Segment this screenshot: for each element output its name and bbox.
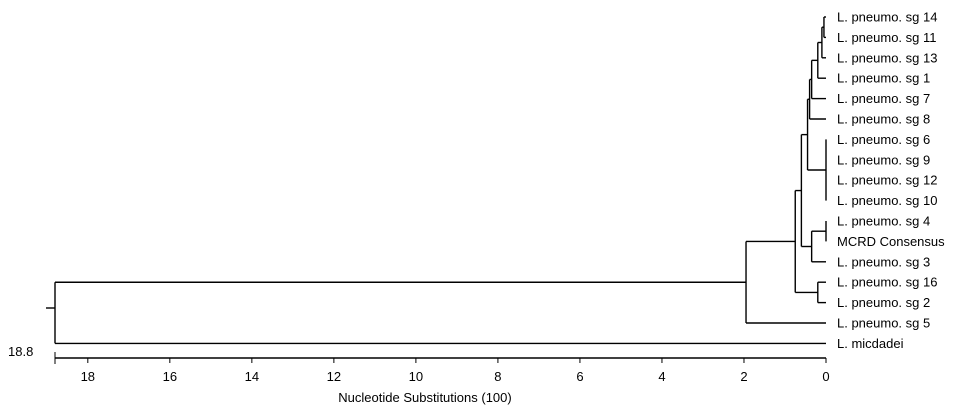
x-axis-tick-label: 2 (740, 369, 747, 384)
leaf-label: L. pneumo. sg 9 (837, 152, 930, 167)
leaf-label: L. pneumo. sg 8 (837, 112, 930, 127)
leaf-labels: L. pneumo. sg 14 L. pneumo. sg 11 L. pneum… (837, 10, 945, 351)
root-value-label: 18.8 (8, 344, 33, 359)
x-axis-tick-label: 0 (822, 369, 829, 384)
x-axis-tick-label: 18 (81, 369, 95, 384)
x-axis-ticks: 18 16 14 12 10 8 6 4 2 0 (54, 352, 830, 384)
x-axis-tick-label: 6 (576, 369, 583, 384)
leaf-label: L. pneumo. sg 16 (837, 275, 937, 290)
leaf-label: L. micdadei (837, 336, 904, 351)
leaf-label: L. pneumo. sg 4 (837, 214, 930, 229)
leaf-label: L. pneumo. sg 5 (837, 316, 930, 331)
x-axis-tick-label: 12 (327, 369, 341, 384)
leaf-label: L. pneumo. sg 14 (837, 10, 937, 25)
leaf-label: L. pneumo. sg 2 (837, 295, 930, 310)
leaf-label: L. pneumo. sg 7 (837, 91, 930, 106)
leaf-label: L. pneumo. sg 10 (837, 193, 937, 208)
x-axis: 18 16 14 12 10 8 6 4 2 0 Nucleotide Substitutions… (54, 352, 830, 405)
x-axis-tick-label: 16 (163, 369, 177, 384)
x-axis-tick-label: 4 (658, 369, 665, 384)
x-axis-tick-label: 14 (245, 369, 259, 384)
x-axis-title: Nucleotide Substitutions (100) (338, 390, 511, 405)
leaf-label: L. pneumo. sg 1 (837, 71, 930, 86)
x-axis-tick-label: 10 (409, 369, 423, 384)
tree-branches (54, 16, 827, 345)
x-axis-tick-label: 8 (494, 369, 501, 384)
leaf-label: L. pneumo. sg 13 (837, 50, 937, 65)
leaf-label: MCRD Consensus (837, 234, 945, 249)
leaf-label: L. pneumo. sg 11 (837, 30, 937, 45)
leaf-label: L. pneumo. sg 12 (837, 173, 937, 188)
leaf-label: L. pneumo. sg 6 (837, 132, 930, 147)
leaf-label: L. pneumo. sg 3 (837, 254, 930, 269)
